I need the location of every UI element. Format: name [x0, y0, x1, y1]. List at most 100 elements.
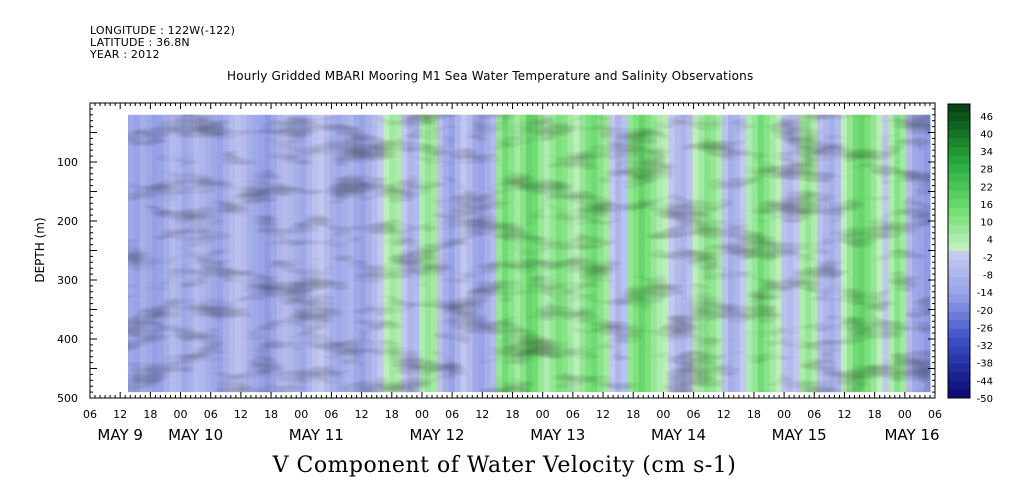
colorbar-label: -2	[983, 253, 993, 264]
y-tick-labels: 100 200 300 400 500	[57, 156, 78, 405]
colorbar-label: -44	[977, 376, 993, 387]
colorbar-swatch	[948, 155, 970, 165]
colorbar-swatch	[948, 173, 970, 183]
x-tick-label: 18	[264, 408, 278, 421]
colorbar-label: 4	[987, 235, 993, 246]
colorbar-label: -20	[977, 306, 993, 317]
colorbar-swatch	[948, 104, 970, 113]
colorbar-swatch	[948, 129, 970, 139]
colorbar-swatch	[948, 354, 970, 364]
x-tick-label: 12	[355, 408, 369, 421]
x-tick-label: 00	[898, 408, 912, 421]
colorbar-swatch	[948, 268, 970, 278]
heatmap-field	[128, 114, 931, 393]
x-tick-label: 06	[928, 408, 942, 421]
x-day-label: MAY 16	[884, 426, 939, 444]
colorbar-swatch	[948, 320, 970, 330]
x-tick-label: 12	[837, 408, 851, 421]
colorbar-label: -26	[977, 323, 993, 334]
x-tick-label: 00	[415, 408, 429, 421]
x-tick-label: 06	[83, 408, 97, 421]
colorbar-label: 10	[980, 218, 993, 229]
colorbar-swatch	[948, 363, 970, 373]
colorbar-swatch	[948, 389, 970, 399]
colorbar-swatch	[948, 337, 970, 347]
colorbar-label: 46	[980, 112, 993, 123]
x-tick-label: 12	[717, 408, 731, 421]
x-tick-label: 12	[234, 408, 248, 421]
x-tick-label: 00	[174, 408, 188, 421]
y-tick-label: 200	[57, 215, 78, 228]
colorbar-swatch	[948, 147, 970, 157]
colorbar-swatch	[948, 225, 970, 235]
x-tick-label: 06	[204, 408, 218, 421]
x-day-label: MAY 13	[530, 426, 585, 444]
x-tick-label: 06	[445, 408, 459, 421]
x-tick-label: 00	[536, 408, 550, 421]
longitude-label: LONGITUDE : 122W(-122)	[90, 24, 236, 37]
x-tick-labels: 06 12 18 00 06 12 18 00 06 12 18 00 06 12 18 00 06 12 18 00…	[83, 408, 942, 421]
colorbar-swatch	[948, 138, 970, 148]
colorbar-swatch	[948, 199, 970, 209]
colorbar-swatch	[948, 302, 970, 312]
colorbar-swatch	[948, 242, 970, 252]
y-tick-label: 500	[57, 392, 78, 405]
x-tick-label: 06	[807, 408, 821, 421]
colorbar-label: 40	[980, 129, 993, 140]
colorbar-swatch	[948, 372, 970, 382]
x-tick-label: 00	[777, 408, 791, 421]
year-label: YEAR : 2012	[90, 48, 160, 61]
colorbar-label: 22	[980, 182, 993, 193]
colorbar-swatch	[948, 276, 970, 286]
chart-title: Hourly Gridded MBARI Mooring M1 Sea Wate…	[227, 69, 754, 83]
colorbar-frame	[947, 103, 971, 399]
colorbar-swatch	[948, 216, 970, 226]
colorbar-swatch	[948, 190, 970, 200]
colorbar-swatch	[948, 121, 970, 131]
x-tick-label: 06	[566, 408, 580, 421]
heatmap-texture	[128, 114, 930, 393]
x-day-label: MAY 15	[772, 426, 827, 444]
colorbar-swatch	[948, 112, 970, 122]
x-tick-label: 00	[294, 408, 308, 421]
x-day-label: MAY 12	[410, 426, 465, 444]
colorbar-swatch	[948, 285, 970, 295]
axis-ticks	[89, 102, 936, 399]
colorbar-swatch	[948, 251, 970, 260]
x-day-labels: MAY 9 MAY 10 MAY 11 MAY 12 MAY 13 MAY 14 MAY 1…	[97, 426, 939, 444]
colorbar-swatch	[948, 181, 970, 191]
x-tick-label: 12	[475, 408, 489, 421]
latitude-label: LATITUDE : 36.8N	[90, 36, 190, 49]
x-day-label: MAY 10	[168, 426, 223, 444]
x-tick-label: 12	[113, 408, 127, 421]
colorbar-swatch	[948, 346, 970, 356]
colorbar-swatch	[948, 259, 970, 269]
x-day-label: MAY 11	[289, 426, 344, 444]
colorbar-swatch	[948, 294, 970, 304]
colorbar-label: -32	[977, 341, 993, 352]
x-day-label: MAY 9	[97, 426, 143, 444]
x-tick-label: 18	[506, 408, 520, 421]
colorbar-label: 28	[980, 165, 993, 176]
x-tick-label: 18	[868, 408, 882, 421]
colorbar-label: -14	[977, 288, 993, 299]
y-tick-label: 300	[57, 274, 78, 287]
x-tick-label: 12	[596, 408, 610, 421]
colorbar-swatch	[948, 380, 970, 390]
chart-subtitle: V Component of Water Velocity (cm s-1)	[272, 453, 737, 478]
x-tick-label: 18	[143, 408, 157, 421]
y-tick-label: 100	[57, 156, 78, 169]
colorbar-swatch	[948, 233, 970, 243]
colorbar-swatch	[948, 164, 970, 174]
x-tick-label: 18	[385, 408, 399, 421]
colorbar-label: -38	[977, 359, 993, 370]
x-tick-label: 06	[324, 408, 338, 421]
colorbar-label: 16	[980, 200, 993, 211]
x-tick-label: 00	[656, 408, 670, 421]
x-tick-label: 18	[747, 408, 761, 421]
colorbar-swatch	[948, 311, 970, 321]
x-tick-label: 18	[626, 408, 640, 421]
colorbar-label: 34	[980, 147, 993, 158]
colorbar-label: -8	[983, 271, 993, 282]
